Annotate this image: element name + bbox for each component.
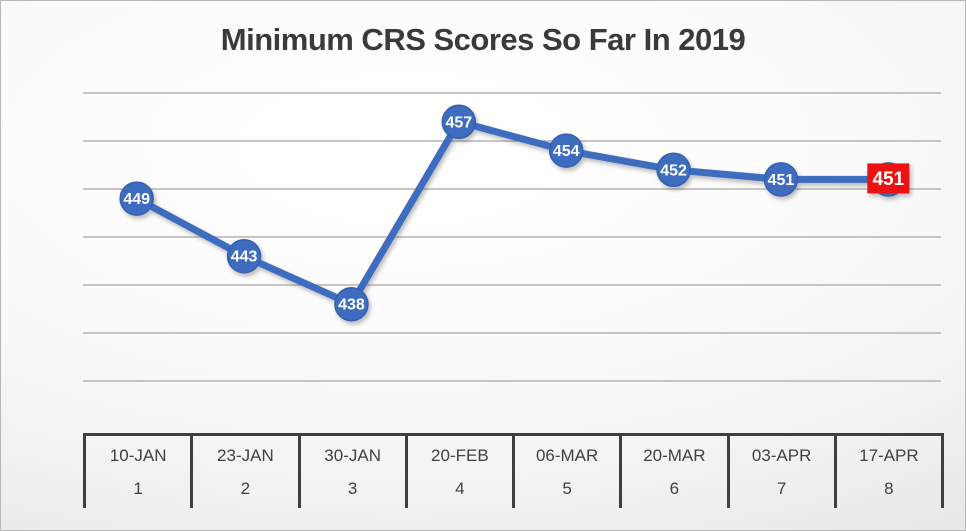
data-point-marker (656, 152, 691, 188)
data-point-marker (119, 181, 154, 216)
highlight-label-box (867, 163, 910, 194)
series-line (133, 118, 892, 308)
data-point-marker (441, 104, 477, 140)
axis-cell-4: 20-FEB 4 (404, 436, 512, 508)
data-point-label: 451 (768, 172, 795, 189)
axis-cell-7: 03-APR 7 (726, 436, 834, 508)
axis-cell-3: 30-JAN 3 (297, 436, 405, 508)
axis-cell-6: 20-MAR 6 (619, 436, 726, 508)
data-point-marker (763, 162, 799, 197)
draw-number: 1 (133, 479, 143, 498)
data-point-label: 457 (445, 114, 472, 131)
data-point-label: 443 (231, 249, 258, 266)
draw-number: 2 (240, 479, 251, 498)
data-point-marker (334, 286, 369, 322)
draw-number: 4 (455, 479, 465, 498)
draw-number: 6 (669, 479, 680, 498)
data-point-label: 454 (553, 143, 580, 160)
highlight-label: 451 (872, 169, 904, 190)
series-group: 449 443 438 457 454 452 451 451 (119, 104, 910, 322)
axis-cell-5: 06-MAR 5 (512, 436, 619, 508)
data-point-label: 452 (660, 162, 687, 179)
date-label: 03-APR (751, 446, 812, 465)
date-label: 10-JAN (109, 446, 167, 465)
date-label: 20-FEB (431, 446, 489, 465)
date-label: 30-JAN (324, 446, 381, 465)
data-point-label: 449 (123, 191, 150, 208)
chart-title: Minimum CRS Scores So Far In 2019 (220, 22, 746, 57)
axis-cell-8: 17-APR 8 (833, 436, 944, 508)
date-label: 17-APR (859, 446, 919, 465)
draw-number: 7 (776, 479, 787, 498)
date-label: 06-MAR (535, 446, 599, 465)
x-axis-table: 10-JAN 1 23-JAN 2 30-JAN 3 20-FEB 4 06-M… (83, 433, 944, 508)
draw-number: 5 (562, 479, 572, 498)
data-point-label: 438 (338, 297, 365, 314)
data-point-marker (226, 238, 262, 274)
draw-number: 8 (884, 479, 894, 498)
axis-cell-1: 10-JAN 1 (83, 436, 190, 508)
date-label: 20-MAR (643, 446, 706, 465)
date-label: 23-JAN (217, 446, 274, 465)
data-point-marker (548, 133, 584, 168)
draw-number: 3 (347, 479, 358, 498)
axis-cell-2: 23-JAN 2 (190, 436, 297, 508)
